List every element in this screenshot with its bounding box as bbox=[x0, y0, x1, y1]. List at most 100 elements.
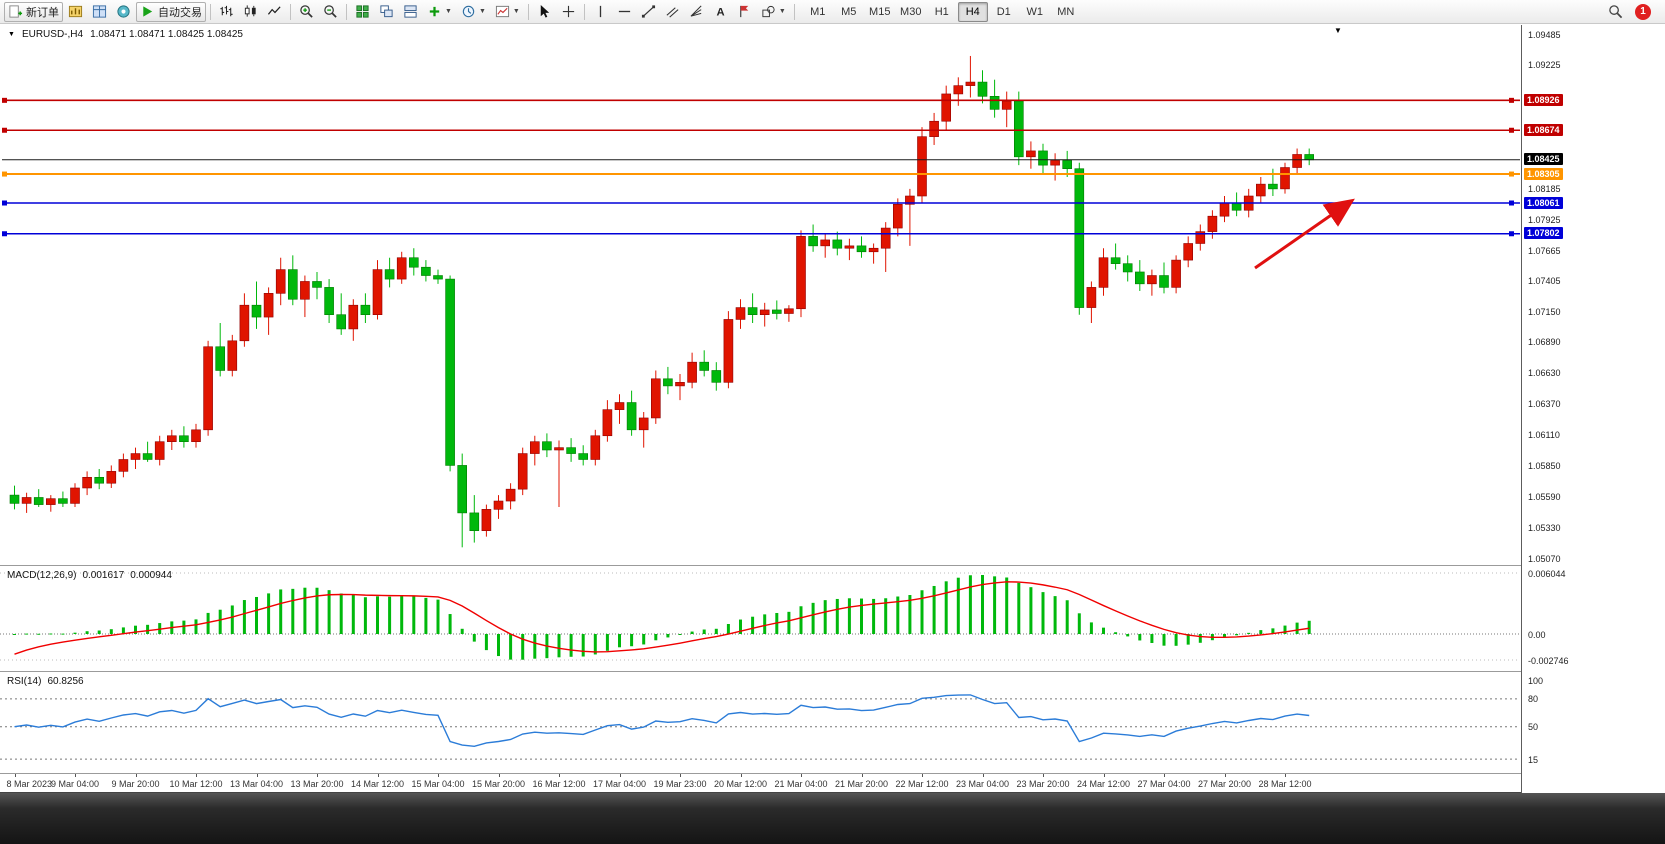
channel-button[interactable] bbox=[661, 2, 684, 22]
timeframe-button-h4[interactable]: H4 bbox=[957, 1, 988, 22]
macd-panel[interactable] bbox=[0, 567, 1521, 668]
candle bbox=[336, 314, 347, 330]
timeframe-button-w1[interactable]: W1 bbox=[1026, 5, 1044, 18]
price-tick: 1.05330 bbox=[1528, 522, 1561, 533]
market-watch-button[interactable] bbox=[64, 2, 87, 22]
timeframe-button-m1[interactable]: M1 bbox=[810, 5, 826, 18]
candle bbox=[1135, 271, 1145, 285]
vertical-line-icon bbox=[593, 4, 608, 19]
macd-axis-tick: 0.006044 bbox=[1528, 568, 1566, 579]
macd-value-main: 0.001617 bbox=[82, 570, 125, 581]
line-chart-button[interactable] bbox=[263, 2, 286, 22]
candle bbox=[566, 447, 576, 454]
candle bbox=[1256, 183, 1266, 197]
shapes-button[interactable]: ▼ bbox=[757, 2, 790, 22]
rsi-panel[interactable] bbox=[0, 673, 1521, 773]
panel-separator[interactable] bbox=[0, 773, 1521, 774]
candle bbox=[21, 497, 32, 504]
annotation-arrow[interactable] bbox=[1254, 198, 1355, 270]
bar-chart-button[interactable] bbox=[215, 2, 238, 22]
price-tick: 1.05070 bbox=[1528, 553, 1561, 564]
navigator-button[interactable] bbox=[112, 2, 135, 22]
cascade-windows-button[interactable] bbox=[375, 2, 398, 22]
fibonacci-button[interactable] bbox=[685, 2, 708, 22]
candle bbox=[1207, 215, 1218, 232]
time-tick bbox=[256, 774, 258, 777]
window-bottom-band bbox=[0, 793, 1665, 844]
chevron-down-icon: ▼ bbox=[778, 8, 786, 15]
symbol-dropdown-icon[interactable]: ▼ bbox=[8, 31, 15, 38]
time-tick bbox=[1164, 774, 1165, 777]
label-button[interactable] bbox=[733, 2, 756, 22]
vertical-line-button[interactable] bbox=[589, 2, 612, 22]
time-label: 23 Mar 04:00 bbox=[955, 779, 1010, 789]
time-tick bbox=[1103, 774, 1105, 777]
line-chart-icon bbox=[267, 4, 282, 19]
time-label: 27 Mar 04:00 bbox=[1137, 779, 1191, 789]
text-button[interactable]: A bbox=[709, 2, 732, 22]
svg-text:A: A bbox=[716, 7, 724, 19]
candle bbox=[505, 488, 516, 502]
candle bbox=[1050, 160, 1060, 166]
candle bbox=[1219, 202, 1230, 217]
notification-badge[interactable]: 1 bbox=[1635, 3, 1651, 20]
candlestick-chart-button[interactable] bbox=[239, 2, 262, 22]
trendline-button[interactable] bbox=[637, 2, 660, 22]
time-tick bbox=[498, 774, 500, 777]
panel-separator[interactable] bbox=[0, 671, 1521, 672]
candle bbox=[445, 278, 455, 466]
panel-separator[interactable] bbox=[0, 565, 1521, 566]
new-order-button[interactable]: 新订单 bbox=[4, 1, 63, 22]
candle bbox=[142, 453, 153, 460]
timeframe-button-d1[interactable]: D1 bbox=[996, 5, 1011, 18]
candlestick-chart[interactable] bbox=[0, 25, 1521, 565]
candle bbox=[699, 361, 710, 371]
time-tick bbox=[1285, 774, 1286, 777]
horizontal-line-button[interactable] bbox=[613, 2, 636, 22]
rsi-name: RSI(14) bbox=[7, 676, 42, 687]
zoom-out-button[interactable] bbox=[319, 2, 342, 22]
time-tick bbox=[377, 774, 379, 777]
cursor-button[interactable] bbox=[533, 2, 556, 22]
timeframe-button-h1[interactable]: H1 bbox=[934, 5, 949, 18]
periods-button[interactable]: ▼ bbox=[457, 2, 490, 22]
arrange-windows-button[interactable] bbox=[399, 2, 422, 22]
candle bbox=[45, 498, 56, 505]
templates-button[interactable]: ▼ bbox=[491, 2, 524, 22]
tile-windows-button[interactable] bbox=[351, 2, 374, 22]
chevron-down-icon: ▼ bbox=[478, 8, 486, 15]
add-indicator-button[interactable]: ▼ bbox=[423, 2, 456, 22]
macd-axis-tick: 0.00 bbox=[1528, 629, 1546, 640]
search-button[interactable] bbox=[1604, 2, 1627, 22]
zoom-in-button[interactable] bbox=[295, 2, 318, 22]
candle bbox=[251, 304, 262, 318]
zoom-in-icon bbox=[299, 4, 314, 19]
timeframe-button-mn[interactable]: MN bbox=[1057, 5, 1075, 18]
candle bbox=[759, 309, 770, 315]
autotrading-button[interactable]: 自动交易 bbox=[136, 1, 206, 22]
candle bbox=[529, 441, 540, 454]
time-label: 13 Mar 20:00 bbox=[290, 779, 344, 789]
candle bbox=[1147, 275, 1157, 285]
timeframe-button-m15[interactable]: M15 bbox=[869, 5, 891, 18]
candle bbox=[1304, 154, 1314, 161]
candle bbox=[747, 307, 758, 315]
price-axis[interactable]: 1.09485 1.09225 1.08185 1.07925 1.07665 1.074… bbox=[1521, 25, 1665, 793]
crosshair-button[interactable] bbox=[557, 2, 580, 22]
time-label: 23 Mar 20:00 bbox=[1016, 779, 1070, 789]
candle bbox=[408, 257, 419, 268]
clock-icon bbox=[461, 4, 476, 19]
candle bbox=[203, 346, 213, 431]
data-window-button[interactable] bbox=[88, 2, 111, 22]
candle bbox=[239, 304, 250, 342]
candle bbox=[1074, 168, 1085, 308]
chart-shift-marker[interactable]: ▼ bbox=[1334, 26, 1342, 35]
cascade-windows-icon bbox=[379, 4, 394, 19]
candle bbox=[808, 236, 818, 247]
rsi-value: 60.8256 bbox=[47, 676, 84, 687]
time-axis[interactable]: 8 Mar 2023 9 Mar 04:00 9 Mar 20:00 10 Mar 1… bbox=[0, 774, 1521, 793]
candle bbox=[9, 494, 20, 504]
rsi-line bbox=[14, 694, 1310, 748]
timeframe-button-m30[interactable]: M30 bbox=[900, 5, 922, 18]
timeframe-button-m5[interactable]: M5 bbox=[841, 5, 857, 18]
